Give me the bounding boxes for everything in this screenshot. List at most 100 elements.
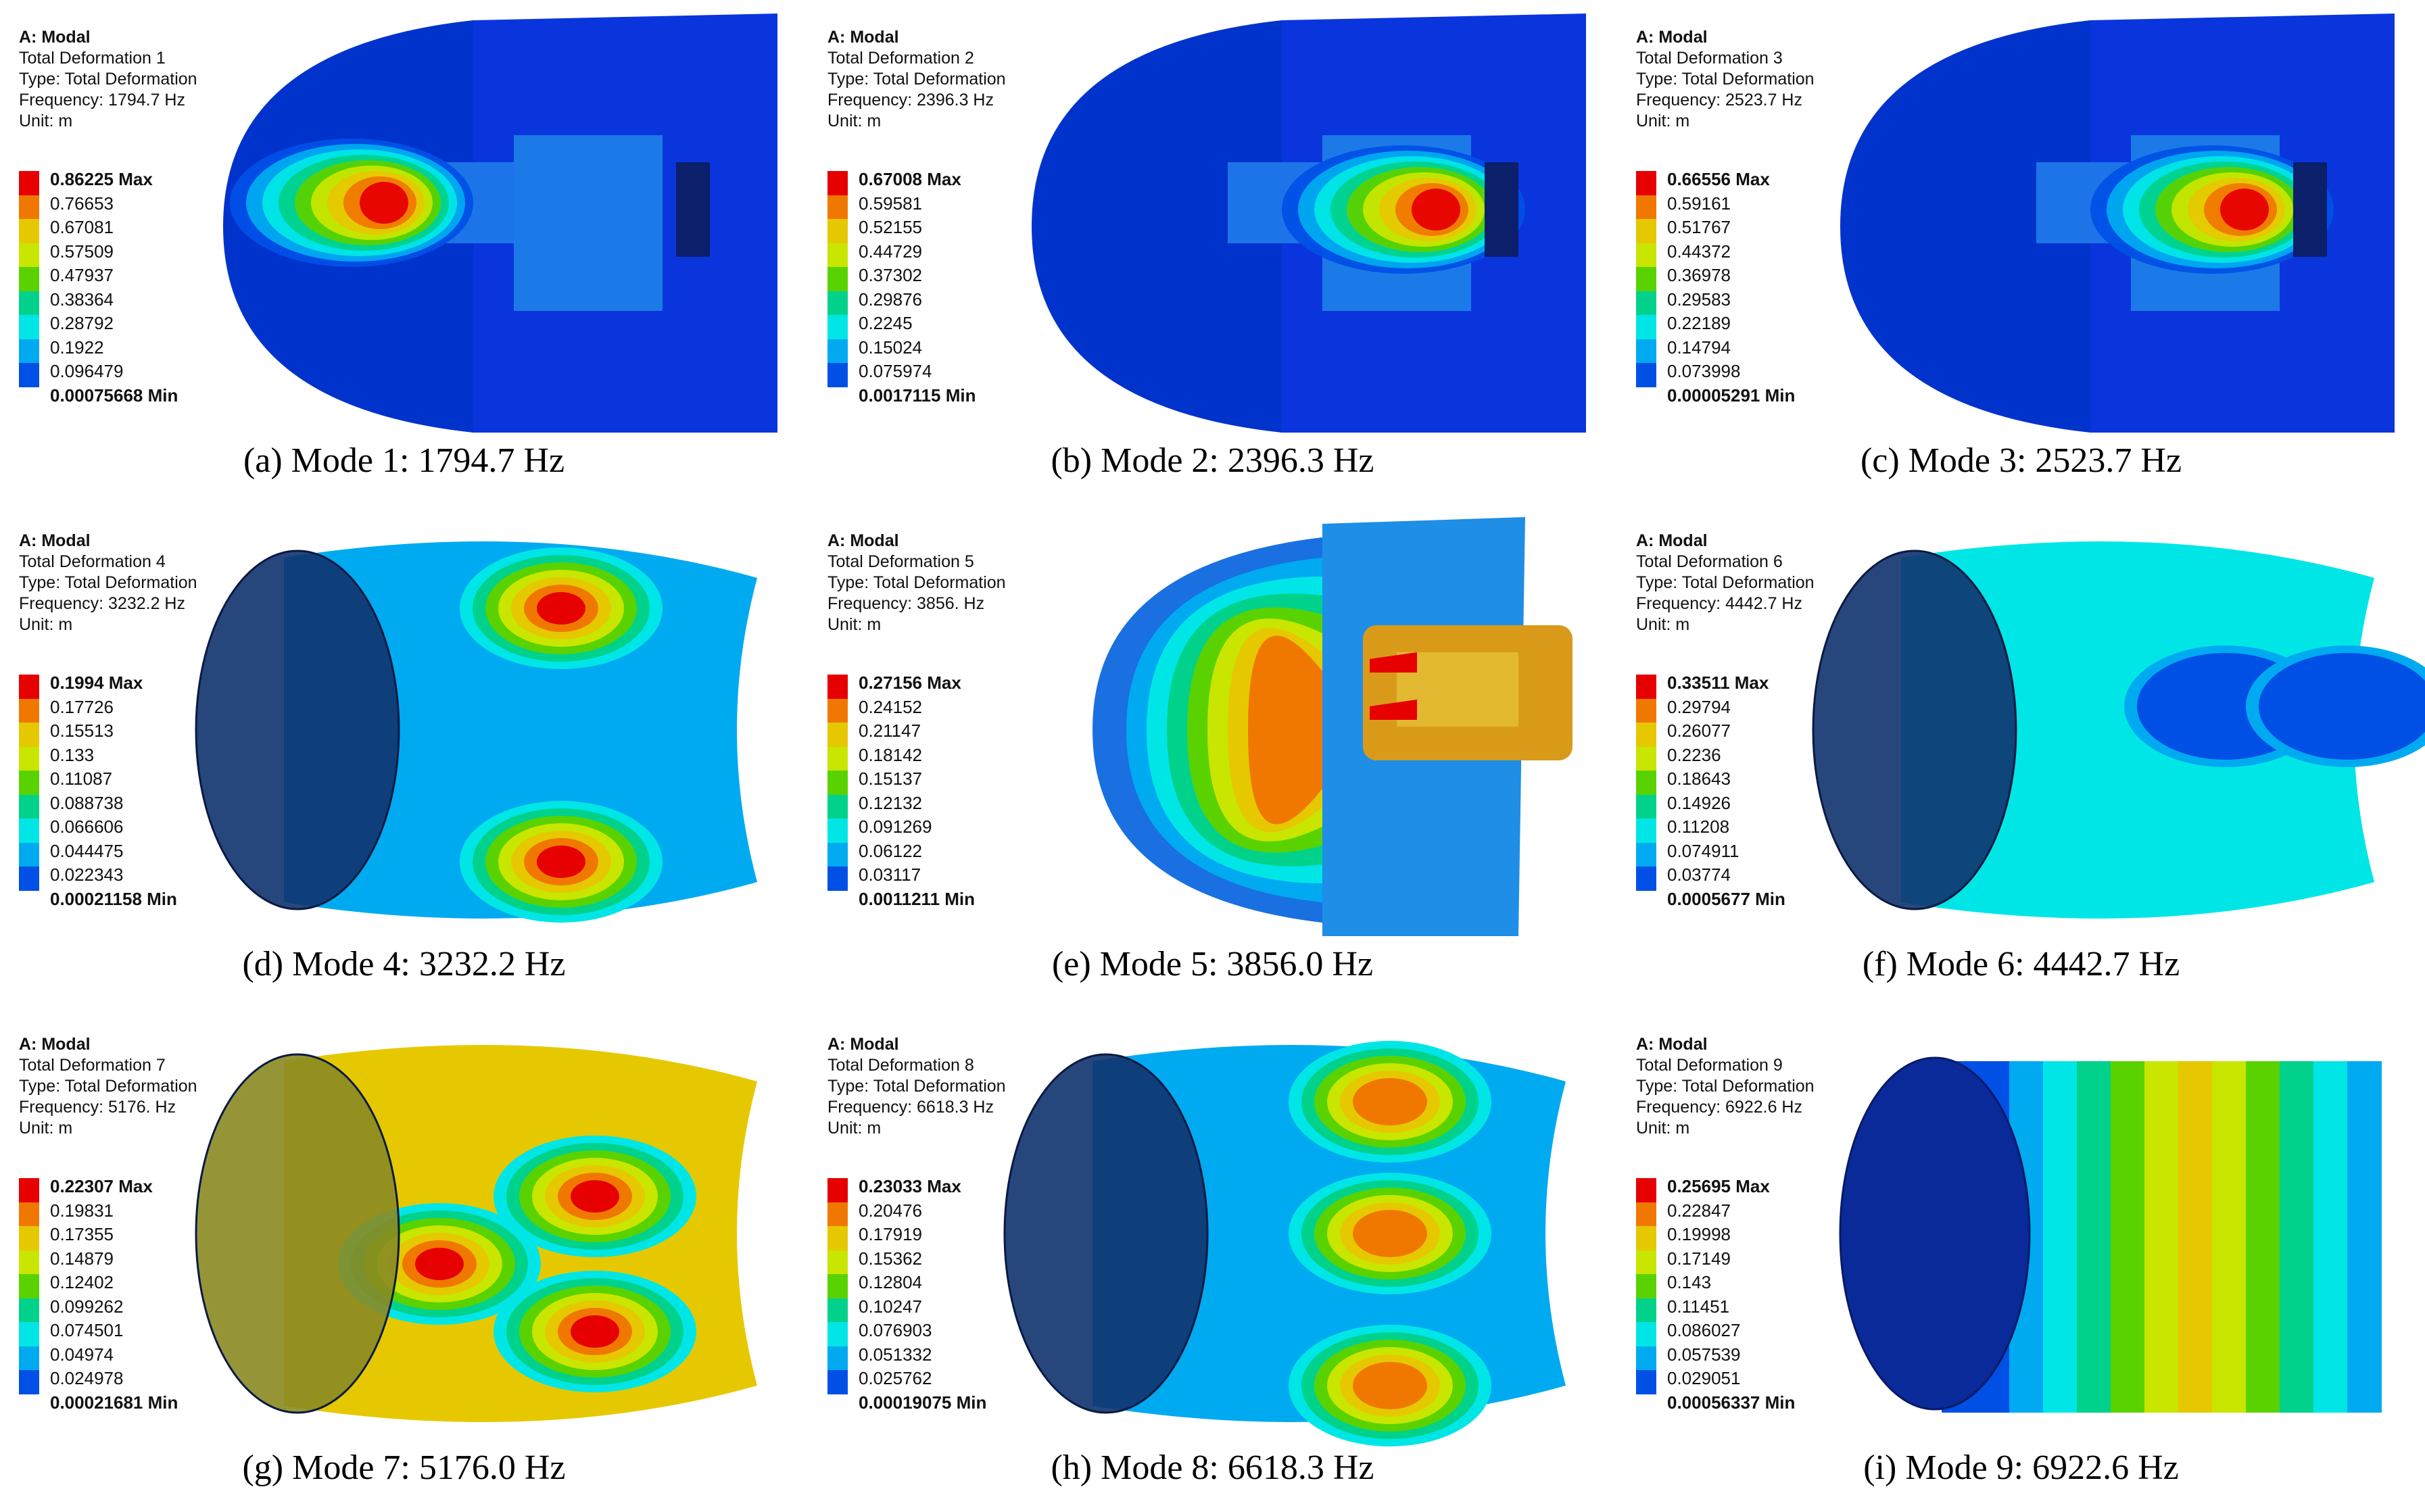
legend-min-label: 0.0011211 Min (859, 888, 976, 909)
legend-max-label: 0.27156 Max (859, 673, 961, 693)
contour-render (1093, 517, 1572, 936)
panel-caption: (i) Mode 9: 6922.6 Hz (1863, 1448, 2179, 1487)
legend-swatch (1636, 339, 1656, 363)
legend-max-label: 0.33511 Max (1667, 673, 1769, 693)
legend-label: 0.2236 (1667, 744, 1721, 765)
analysis-name: A: Modal (19, 28, 91, 47)
legend-swatch (19, 698, 39, 723)
contour-render (195, 1045, 757, 1422)
legend-swatch (1636, 675, 1656, 699)
panel-caption: (e) Mode 5: 3856.0 Hz (1051, 945, 1374, 983)
legend-label: 0.074911 (1667, 840, 1739, 861)
legend-swatch (19, 195, 39, 219)
info-line: Total Deformation 5 (827, 552, 974, 571)
legend-label: 0.1922 (50, 337, 104, 358)
legend-label: 0.143 (1667, 1272, 1712, 1292)
legend-label: 0.03774 (1667, 864, 1731, 885)
legend-swatch (827, 675, 848, 699)
legend-label: 0.074501 (50, 1320, 124, 1340)
info-line: Unit: m (827, 1119, 882, 1138)
contour-render (195, 541, 757, 923)
legend-label: 0.17726 (50, 696, 114, 717)
legend-swatch (1636, 1274, 1656, 1298)
legend-label: 0.025762 (859, 1368, 932, 1388)
legend-swatch (1636, 243, 1656, 267)
legend-swatch (19, 771, 39, 795)
legend-label: 0.022343 (50, 864, 124, 885)
panel-caption: (c) Mode 3: 2523.7 Hz (1860, 441, 2182, 480)
legend-swatch (1636, 171, 1656, 195)
legend-swatch (827, 698, 848, 723)
legend-label: 0.2245 (859, 313, 913, 333)
legend-label: 0.11451 (1667, 1296, 1730, 1317)
legend-swatch (1636, 842, 1656, 867)
info-line: Frequency: 3856. Hz (827, 594, 985, 613)
legend-label: 0.088738 (50, 792, 124, 813)
legend-swatch (827, 243, 848, 267)
legend-swatch (827, 819, 848, 843)
panel-mode-6: A: Modal Total Deformation 6 Type: Total D… (1617, 504, 2425, 1007)
legend-label: 0.36978 (1667, 265, 1731, 285)
legend-swatch (19, 1322, 39, 1346)
result-info: A: Modal Total Deformation 4 Type: Total D… (19, 531, 197, 635)
contour-render (1839, 1056, 2382, 1413)
shell-model (1839, 1056, 2382, 1413)
legend-swatch (19, 1250, 39, 1274)
info-line: Total Deformation 4 (19, 552, 166, 571)
legend-label: 0.29876 (859, 289, 922, 310)
legend-swatch (827, 171, 848, 195)
legend-swatch (1636, 315, 1656, 339)
legend-swatch (19, 1202, 39, 1226)
legend-swatch (1636, 1346, 1656, 1370)
legend-swatch (19, 219, 39, 243)
info-line: Type: Total Deformation (19, 1077, 197, 1096)
legend-swatch (19, 842, 39, 867)
legend-label: 0.59161 (1667, 193, 1731, 214)
info-line: Type: Total Deformation (827, 573, 1006, 592)
legend-swatch (19, 339, 39, 363)
legend-label: 0.29794 (1667, 696, 1731, 717)
info-line: Unit: m (827, 112, 882, 130)
legend-label: 0.12132 (859, 792, 922, 813)
panel-caption: (g) Mode 7: 5176.0 Hz (242, 1448, 566, 1487)
legend-label: 0.044475 (50, 840, 124, 861)
cut-section-model (1840, 14, 2395, 433)
result-info: A: Modal Total Deformation 7 Type: Total D… (19, 1034, 197, 1139)
analysis-name: A: Modal (827, 1035, 899, 1054)
panel-caption: (h) Mode 8: 6618.3 Hz (1051, 1448, 1374, 1487)
legend-swatch (19, 171, 39, 195)
info-line: Frequency: 2396.3 Hz (827, 91, 994, 109)
panel-mode-1: A: Modal Total Deformation 1 Type: Total D… (0, 0, 808, 504)
legend-min-label: 0.00005291 Min (1667, 385, 1796, 406)
contour-render (223, 14, 777, 433)
legend-label: 0.11208 (1667, 816, 1730, 837)
legend-label: 0.20476 (859, 1200, 922, 1221)
legend-swatch (827, 291, 848, 315)
result-info: A: Modal Total Deformation 2 Type: Total D… (827, 27, 1006, 132)
legend-swatch (1636, 771, 1656, 795)
info-line: Type: Total Deformation (19, 573, 197, 592)
legend-label: 0.28792 (50, 313, 114, 333)
info-line: Unit: m (19, 615, 73, 634)
analysis-name: A: Modal (827, 28, 899, 47)
legend-min-label: 0.00021158 Min (50, 888, 177, 909)
legend-label: 0.76653 (50, 193, 114, 214)
legend-label: 0.24152 (859, 696, 922, 717)
shell-model (195, 1045, 757, 1422)
panel-mode-5: A: Modal Total Deformation 5 Type: Total D… (809, 504, 1616, 1007)
legend-swatch (1636, 1226, 1656, 1250)
legend-swatch (1636, 1202, 1656, 1226)
info-line: Type: Total Deformation (827, 1077, 1006, 1096)
legend-swatch (19, 315, 39, 339)
legend-label: 0.133 (50, 744, 95, 765)
legend-swatch (1636, 1178, 1656, 1202)
info-line: Total Deformation 7 (19, 1056, 166, 1075)
info-line: Total Deformation 8 (827, 1056, 974, 1075)
info-line: Total Deformation 2 (827, 49, 974, 68)
legend-swatch (19, 867, 39, 891)
legend-label: 0.52155 (859, 217, 922, 237)
panel-caption: (a) Mode 1: 1794.7 Hz (243, 441, 565, 480)
legend-swatch (827, 1250, 848, 1274)
legend-label: 0.17355 (50, 1224, 114, 1244)
legend-swatch (1636, 819, 1656, 843)
